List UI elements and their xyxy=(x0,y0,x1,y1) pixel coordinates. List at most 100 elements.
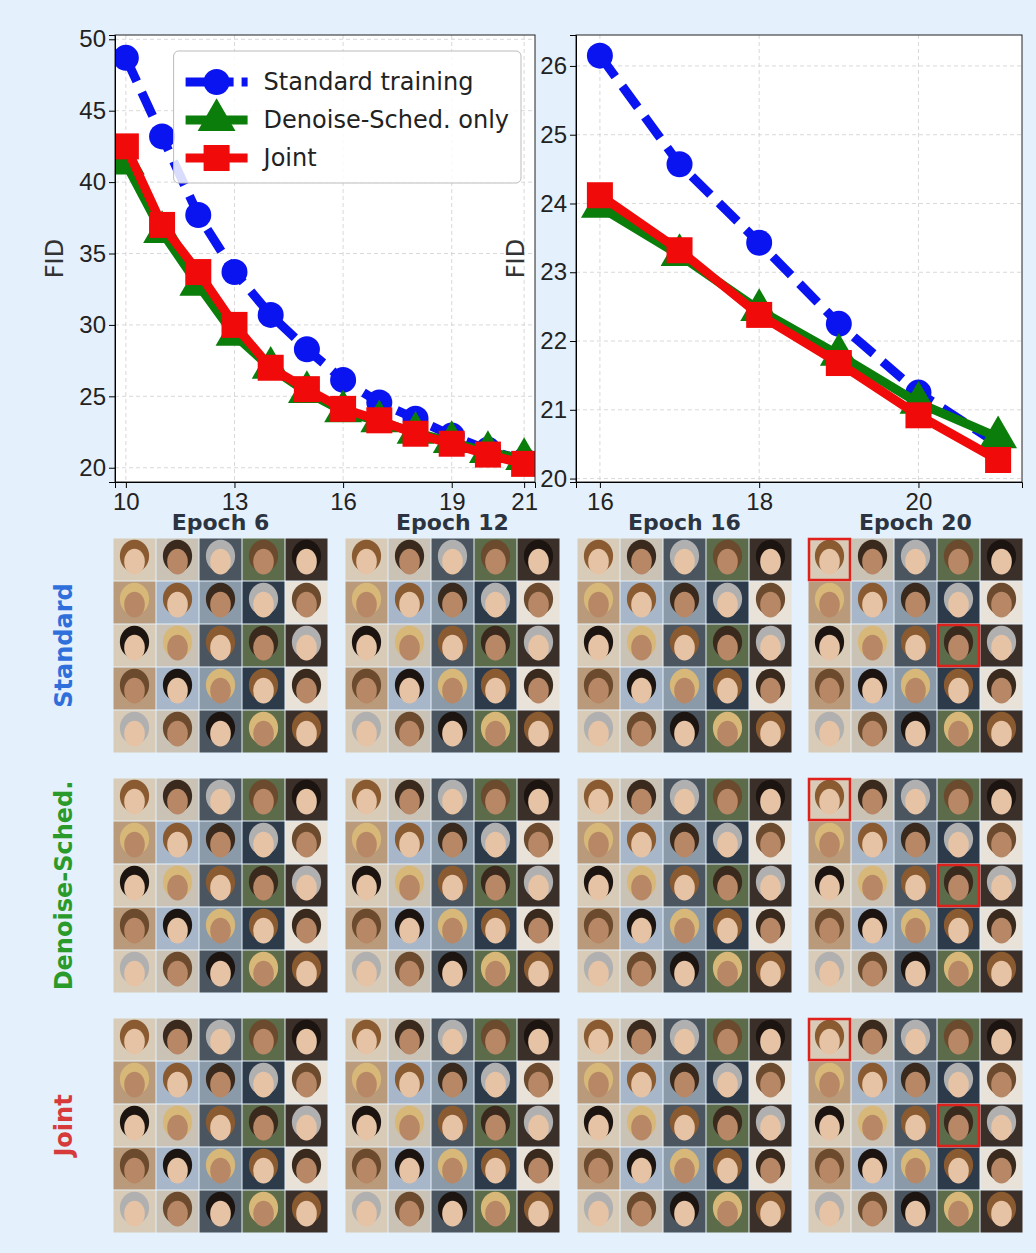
sample-image xyxy=(157,908,199,950)
marker xyxy=(185,202,211,228)
sample-image xyxy=(346,1062,388,1104)
axis-title: FID xyxy=(502,239,530,278)
sample-image xyxy=(664,668,706,710)
sample-image xyxy=(664,908,706,950)
tick-mark xyxy=(452,482,453,488)
sample-image xyxy=(286,1105,328,1147)
tick-label: 40 xyxy=(79,168,106,195)
sample-image xyxy=(518,865,560,907)
sample-image xyxy=(475,951,517,993)
sample-image xyxy=(938,711,980,753)
sample-image xyxy=(895,822,937,864)
sample-image xyxy=(578,1191,620,1233)
marker xyxy=(294,336,320,362)
grid-line xyxy=(759,35,760,482)
sample-image xyxy=(243,779,285,821)
tick-mark xyxy=(570,479,576,480)
sample-image xyxy=(518,625,560,667)
sample-image xyxy=(895,951,937,993)
sample-image xyxy=(114,1105,156,1147)
sample-image xyxy=(200,625,242,667)
sample-image xyxy=(938,1019,980,1061)
sample-image xyxy=(432,865,474,907)
grid-line xyxy=(576,478,1022,479)
sample-image xyxy=(286,625,328,667)
sample-image xyxy=(518,582,560,624)
sample-image xyxy=(664,865,706,907)
sample-image xyxy=(432,668,474,710)
y-tick: 45 xyxy=(79,97,115,124)
marker xyxy=(258,355,284,381)
tick-label: 21 xyxy=(540,396,567,423)
sample-image xyxy=(475,1148,517,1190)
sample-image xyxy=(200,668,242,710)
tick-mark xyxy=(570,135,576,136)
sample-image xyxy=(389,625,431,667)
sample-image xyxy=(809,1019,851,1061)
sample-image xyxy=(346,779,388,821)
sample-image xyxy=(346,865,388,907)
sample-image xyxy=(750,779,792,821)
sample-image xyxy=(475,711,517,753)
sample-image xyxy=(852,779,894,821)
grid-line xyxy=(125,35,126,482)
sample-image xyxy=(157,865,199,907)
sample-image xyxy=(286,779,328,821)
tick-mark xyxy=(570,66,576,67)
sample-image xyxy=(518,1062,560,1104)
sample-image xyxy=(475,625,517,667)
sample-image xyxy=(621,1019,663,1061)
y-tick: 21 xyxy=(540,396,576,423)
sample-image xyxy=(475,908,517,950)
y-tick: 24 xyxy=(540,190,576,217)
frame xyxy=(115,35,535,482)
sample-image xyxy=(243,1191,285,1233)
sample-image xyxy=(157,539,199,581)
plot-background xyxy=(115,35,535,482)
sample-image xyxy=(346,1191,388,1233)
sample-image xyxy=(852,1105,894,1147)
tick-label: 10 xyxy=(113,488,140,515)
row-label: Standard xyxy=(50,583,78,707)
tick-mark xyxy=(570,272,576,273)
sample-image xyxy=(621,908,663,950)
column-title: Epoch 16 xyxy=(628,510,741,535)
sample-image xyxy=(518,711,560,753)
sample-image xyxy=(389,1062,431,1104)
sample-image xyxy=(809,625,851,667)
sample-image xyxy=(475,668,517,710)
sample-image xyxy=(981,625,1023,667)
sample-image xyxy=(157,822,199,864)
sample-image xyxy=(895,865,937,907)
sample-image xyxy=(852,1148,894,1190)
grid xyxy=(576,35,1022,482)
sample-image xyxy=(578,582,620,624)
sample-image xyxy=(200,779,242,821)
grid-line xyxy=(599,35,600,482)
sample-image xyxy=(389,865,431,907)
tick-mark xyxy=(343,482,344,488)
sample-image xyxy=(200,1105,242,1147)
sample-image xyxy=(114,1019,156,1061)
y-tick: 23 xyxy=(540,258,576,285)
sample-image xyxy=(518,1105,560,1147)
sample-image xyxy=(981,865,1023,907)
tick-label: 21 xyxy=(511,488,538,515)
sample-image xyxy=(286,539,328,581)
sample-image xyxy=(518,1148,560,1190)
sample-image xyxy=(286,711,328,753)
series-line xyxy=(600,195,998,460)
sample-image xyxy=(286,908,328,950)
sample-image xyxy=(750,539,792,581)
x-tick: 18 xyxy=(746,482,773,515)
sample-image xyxy=(938,908,980,950)
sample-image xyxy=(286,1148,328,1190)
tick-mark xyxy=(109,468,115,469)
tick-mark xyxy=(600,482,601,488)
grid xyxy=(115,35,535,482)
sample-image xyxy=(707,908,749,950)
sample-image xyxy=(243,625,285,667)
y-tick: 26 xyxy=(540,52,576,79)
sample-image xyxy=(707,625,749,667)
tick-label: 50 xyxy=(79,25,106,52)
